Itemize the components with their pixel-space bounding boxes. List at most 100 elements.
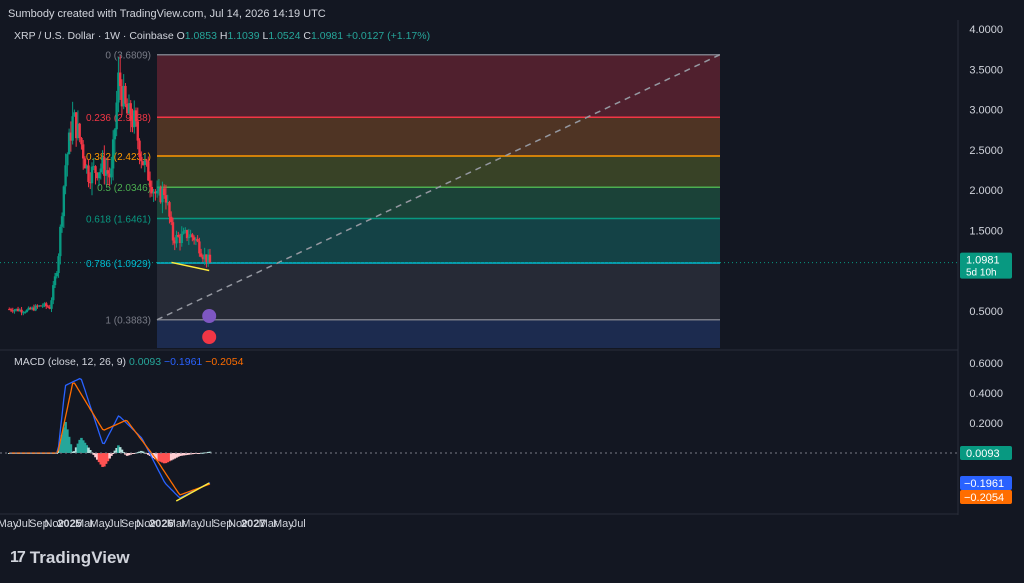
price-tick-6: 0.5000 bbox=[969, 306, 1003, 318]
candle-body-90 bbox=[166, 202, 169, 204]
candle-body-67 bbox=[126, 103, 129, 114]
candle-body-50 bbox=[96, 172, 99, 179]
candle-body-80 bbox=[148, 180, 152, 187]
candle-body-43 bbox=[83, 158, 87, 169]
macd-hist-bar-43 bbox=[83, 442, 87, 453]
macd-hist-bar-37 bbox=[73, 451, 76, 453]
candle-body-74 bbox=[138, 140, 141, 158]
macd-tick-2: 0.2000 bbox=[969, 418, 1003, 430]
macd-hist-bar-92 bbox=[169, 453, 173, 461]
price-legend: XRP / U.S. Dollar · 1W · Coinbase O1.085… bbox=[14, 30, 430, 42]
candle-body-114 bbox=[208, 254, 212, 263]
macd-line bbox=[9, 377, 211, 499]
time-tick-9: Nov bbox=[136, 518, 156, 530]
fib-zone-1 bbox=[157, 117, 720, 156]
fib-zone-4 bbox=[157, 218, 720, 264]
macd-hist-bar-0 bbox=[7, 453, 11, 454]
candle-body-4 bbox=[15, 308, 18, 310]
macd-hist-bar-85 bbox=[157, 453, 161, 462]
candle-body-73 bbox=[136, 121, 139, 141]
macd-hist-value: 0.0093 bbox=[128, 356, 162, 368]
candle-body-63 bbox=[118, 72, 122, 87]
fib-label-6: 1 (0.3883) bbox=[105, 316, 151, 327]
price-tick-0: 4.0000 bbox=[969, 24, 1003, 36]
candle-body-41 bbox=[80, 137, 83, 145]
candle-body-16 bbox=[36, 305, 39, 307]
candle-body-22 bbox=[46, 306, 50, 308]
candle-body-47 bbox=[90, 166, 94, 184]
candle-body-49 bbox=[94, 166, 97, 173]
candle-body-26 bbox=[53, 276, 57, 286]
candle-body-25 bbox=[52, 285, 55, 301]
candle-body-99 bbox=[182, 231, 185, 234]
macd-hist-bar-107 bbox=[196, 453, 199, 454]
open-value: 1.0853 bbox=[184, 30, 217, 42]
candle-body-6 bbox=[18, 309, 22, 312]
price-tick-2: 3.0000 bbox=[969, 105, 1003, 117]
candle-body-35 bbox=[69, 132, 73, 141]
candle-body-92 bbox=[170, 216, 173, 223]
candle-body-106 bbox=[194, 238, 198, 241]
symbol-label[interactable]: XRP / U.S. Dollar · 1W · Coinbase bbox=[14, 30, 174, 42]
macd-hist-bar-104 bbox=[191, 453, 194, 455]
macd-hist-bar-74 bbox=[138, 451, 141, 453]
candle-body-18 bbox=[39, 305, 43, 307]
macd-hist-bar-64 bbox=[120, 449, 124, 453]
macd-hist-bar-91 bbox=[168, 453, 171, 462]
signal-line-tag bbox=[960, 490, 1012, 504]
candle-body-28 bbox=[57, 256, 60, 273]
macd-indicator-name[interactable]: MACD (close, 12, 26, 9) bbox=[14, 356, 127, 368]
macd-line-value: −0.1961 bbox=[164, 356, 203, 368]
time-tick-0: May bbox=[0, 518, 19, 530]
signal-line-tag-value: −0.2054 bbox=[964, 492, 1004, 504]
price-tick-4: 2.0000 bbox=[969, 185, 1003, 197]
candle-body-54 bbox=[103, 157, 106, 176]
time-tick-14: Sep bbox=[213, 518, 233, 530]
macd-hist-bar-102 bbox=[187, 453, 191, 455]
candle-body-15 bbox=[34, 305, 37, 311]
macd-hist-bar-60 bbox=[113, 450, 117, 453]
candle-body-108 bbox=[198, 241, 201, 254]
macd-hist-bar-62 bbox=[117, 445, 120, 453]
candle-body-77 bbox=[143, 160, 147, 165]
us-flag-event-icon bbox=[202, 330, 217, 344]
candle-body-13 bbox=[30, 307, 34, 310]
candle-body-3 bbox=[13, 309, 16, 312]
macd-hist-bar-103 bbox=[189, 453, 192, 455]
candle-body-10 bbox=[25, 309, 29, 313]
candle-body-110 bbox=[201, 256, 205, 260]
macd-hist-bar-94 bbox=[173, 453, 177, 459]
macd-hist-bar-66 bbox=[124, 453, 127, 455]
close-label: C bbox=[303, 30, 311, 42]
macd-hist-bar-87 bbox=[161, 453, 164, 463]
candle-body-97 bbox=[178, 236, 182, 244]
time-tick-18: May bbox=[273, 518, 294, 530]
candle-body-84 bbox=[155, 190, 159, 194]
candle-body-98 bbox=[180, 233, 183, 244]
candle-body-2 bbox=[11, 310, 14, 312]
macd-hist-bar-105 bbox=[192, 453, 196, 454]
time-tick-8: Sep bbox=[121, 518, 141, 530]
time-tick-16: 2027 bbox=[241, 518, 265, 530]
time-tick-6: May bbox=[89, 518, 110, 530]
fib-zone-2 bbox=[157, 155, 720, 188]
time-tick-4: 2025 bbox=[57, 518, 81, 530]
macd-hist-bar-86 bbox=[159, 453, 162, 462]
macd-legend: MACD (close, 12, 26, 9) 0.0093 −0.1961 −… bbox=[14, 356, 243, 368]
tradingview-logo[interactable]: 17 TradingView bbox=[10, 548, 130, 568]
earnings-event-icon bbox=[202, 309, 217, 323]
macd-hist-bar-113 bbox=[206, 451, 210, 453]
candle-body-105 bbox=[192, 237, 196, 241]
candle-body-87 bbox=[161, 188, 164, 203]
last-price-tag bbox=[960, 252, 1012, 279]
fib-zone-3 bbox=[157, 187, 720, 219]
candle-body-111 bbox=[203, 254, 206, 260]
candle-body-12 bbox=[29, 307, 32, 310]
candle-body-29 bbox=[59, 226, 62, 257]
candle-body-57 bbox=[108, 173, 111, 178]
macd-hist-bar-81 bbox=[150, 453, 154, 458]
macd-hist-bar-77 bbox=[143, 452, 147, 454]
candle-body-102 bbox=[187, 237, 191, 239]
macd-hist-bar-70 bbox=[131, 453, 134, 454]
